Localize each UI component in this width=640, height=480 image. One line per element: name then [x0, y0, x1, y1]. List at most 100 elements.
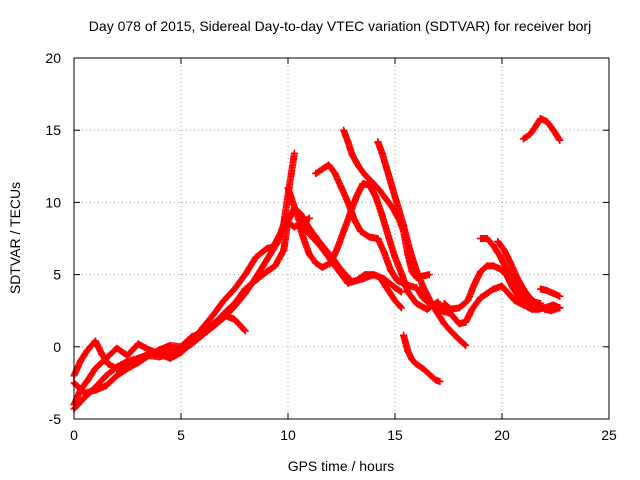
data-point — [83, 377, 91, 385]
data-point — [355, 162, 363, 170]
data-point — [104, 360, 112, 368]
data-point — [513, 273, 521, 281]
data-point — [408, 253, 416, 261]
data-point — [391, 193, 399, 201]
data-point — [382, 196, 390, 204]
data-point — [500, 246, 508, 254]
data-point — [489, 242, 497, 250]
data-point — [177, 343, 185, 351]
series-track-10 — [400, 331, 444, 385]
data-point — [76, 357, 84, 365]
chart-title: Day 078 of 2015, Sidereal Day-to-day VTE… — [89, 18, 591, 34]
data-point — [91, 364, 99, 372]
data-point — [325, 161, 333, 169]
data-point — [425, 370, 433, 378]
data-point — [113, 344, 121, 352]
data-point — [496, 265, 504, 273]
data-point — [241, 327, 249, 335]
data-point — [432, 376, 440, 384]
data-point — [338, 184, 345, 192]
data-point — [397, 269, 405, 277]
data-point — [113, 364, 121, 372]
data-point — [419, 364, 427, 372]
y-tick-label: 0 — [53, 339, 61, 355]
data-point — [98, 350, 106, 358]
y-tick-label: 5 — [53, 267, 61, 283]
data-point — [166, 354, 174, 362]
data-point — [385, 233, 393, 241]
data-point — [447, 327, 455, 335]
x-tick-label: 15 — [387, 427, 403, 443]
data-point — [376, 273, 384, 281]
data-point — [556, 136, 564, 144]
data-point — [318, 263, 326, 271]
data-point — [372, 193, 380, 201]
data-point — [498, 282, 506, 290]
data-point — [477, 235, 485, 242]
data-point — [556, 292, 564, 300]
data-point — [301, 239, 309, 247]
data-point — [434, 298, 442, 306]
series-track-9 — [374, 138, 470, 349]
data-point — [400, 222, 408, 230]
data-point — [532, 299, 540, 307]
data-point — [344, 279, 352, 287]
data-point — [387, 266, 395, 274]
data-point — [145, 351, 153, 359]
data-point — [361, 271, 369, 279]
data-point — [374, 235, 382, 242]
plot-frame — [73, 57, 610, 420]
data-point — [468, 305, 476, 313]
data-point — [507, 259, 515, 267]
data-point — [271, 262, 279, 270]
data-point — [209, 311, 217, 319]
data-point — [209, 323, 217, 331]
data-point — [440, 320, 448, 328]
data-point — [241, 271, 249, 279]
data-point — [290, 149, 298, 157]
data-point — [231, 285, 238, 293]
data-point — [470, 281, 478, 289]
data-point — [397, 288, 405, 296]
y-tick-label: -5 — [49, 411, 62, 427]
data-points — [70, 115, 564, 413]
data-point — [537, 285, 545, 293]
data-point — [124, 351, 131, 359]
data-point — [382, 164, 390, 172]
data-point — [423, 305, 431, 313]
series-track-16 — [519, 115, 564, 144]
y-axis-ticks: -5 0 5 10 15 20 — [45, 50, 609, 427]
data-point — [81, 389, 89, 397]
data-point — [549, 289, 557, 297]
data-point — [352, 193, 360, 201]
data-point — [166, 341, 174, 349]
data-point — [543, 286, 551, 294]
data-point — [344, 198, 352, 206]
data-point — [425, 271, 433, 279]
data-point — [263, 268, 271, 276]
data-point — [376, 187, 384, 195]
data-point — [496, 252, 504, 260]
data-point — [305, 250, 313, 258]
data-point — [318, 165, 326, 173]
data-point — [357, 227, 365, 235]
y-axis-label: SDTVAR / TECUs — [7, 182, 23, 294]
data-point — [241, 285, 249, 293]
x-axis-label: GPS time / hours — [288, 458, 395, 474]
data-point — [494, 237, 502, 245]
data-point — [543, 118, 551, 126]
data-point — [263, 256, 271, 264]
data-point — [436, 377, 444, 385]
x-tick-label: 5 — [177, 427, 185, 443]
data-point — [404, 347, 412, 355]
data-point — [134, 340, 142, 348]
x-tick-label: 0 — [70, 427, 78, 443]
data-point — [526, 294, 534, 302]
data-point — [352, 276, 360, 284]
data-point — [312, 259, 320, 267]
data-point — [331, 170, 339, 178]
data-point — [502, 265, 510, 273]
data-point — [462, 341, 470, 349]
data-point — [346, 210, 354, 218]
data-point — [391, 253, 399, 261]
